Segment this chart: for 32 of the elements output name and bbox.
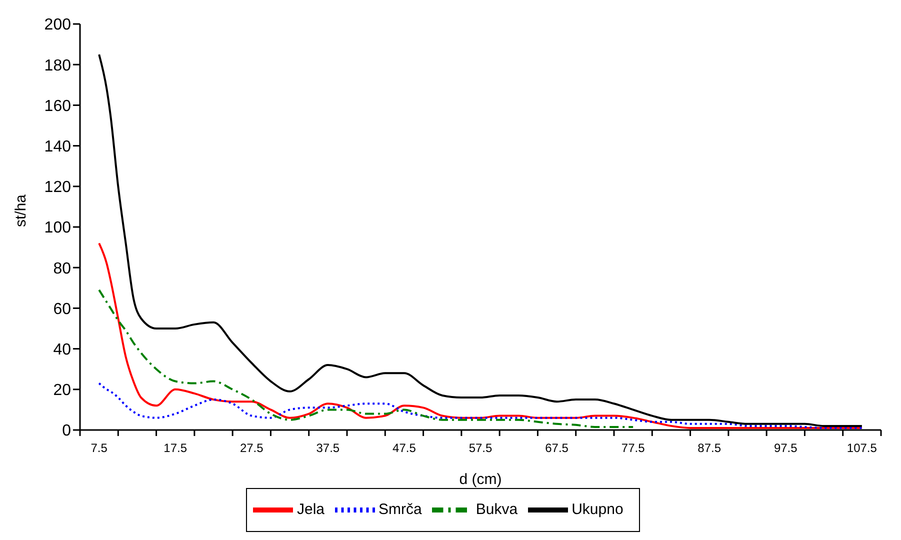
y-tick-label: 160: [44, 98, 72, 115]
legend-label: Jela: [297, 500, 325, 518]
line-series: [98, 288, 634, 428]
y-tick-label: 200: [44, 16, 72, 34]
x-tick-label: 27.5: [240, 441, 264, 455]
y-tick-label: 140: [44, 138, 72, 156]
y-tick-label: 80: [53, 260, 72, 278]
y-tick-label: 180: [44, 57, 72, 74]
x-tick-label: 107.5: [846, 441, 878, 455]
y-tick-label: 20: [53, 382, 72, 400]
x-tick-label: 7.5: [90, 441, 108, 455]
x-tick-label: 87.5: [698, 441, 722, 455]
x-tick-label: 57.5: [468, 441, 492, 455]
y-tick-label: 120: [44, 179, 72, 196]
y-tick-label: 100: [44, 220, 72, 237]
y-axis-title: st/ha: [12, 194, 30, 227]
line-series: [98, 53, 863, 427]
line-series: [98, 242, 863, 429]
x-tick-label: 77.5: [621, 441, 646, 455]
legend-label: Ukupno: [572, 500, 624, 518]
legend-label: Smrča: [378, 500, 422, 518]
x-tick-label: 37.5: [316, 441, 340, 455]
legend-label: Bukva: [476, 500, 518, 518]
x-tick-label: 47.5: [392, 441, 416, 455]
y-tick-label: 60: [53, 300, 72, 318]
line-series: [98, 382, 863, 429]
x-tick-label: 67.5: [545, 441, 569, 455]
y-tick-label: 0: [62, 422, 72, 440]
y-tick-label: 40: [53, 341, 72, 358]
x-axis-title: d (cm): [459, 471, 502, 488]
x-tick-label: 97.5: [774, 441, 798, 455]
x-tick-label: 17.5: [164, 441, 188, 455]
